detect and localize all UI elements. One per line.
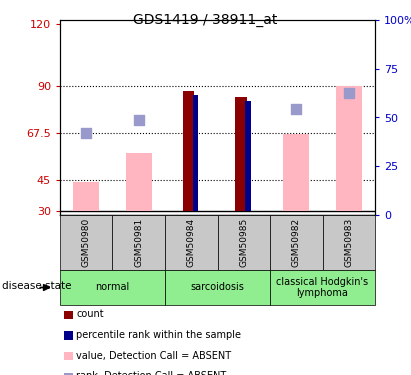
Bar — [236, 97, 247, 211]
Point — [346, 90, 352, 96]
Text: GSM50983: GSM50983 — [344, 218, 353, 267]
Text: sarcoidosis: sarcoidosis — [191, 282, 245, 292]
Bar — [283, 134, 309, 211]
Point — [293, 106, 300, 112]
Bar — [193, 94, 198, 211]
Point — [136, 117, 142, 123]
Text: disease state: disease state — [2, 280, 72, 291]
Text: GSM50982: GSM50982 — [292, 218, 301, 267]
Text: GSM50985: GSM50985 — [239, 218, 248, 267]
Text: GSM50981: GSM50981 — [134, 218, 143, 267]
Text: percentile rank within the sample: percentile rank within the sample — [76, 330, 241, 340]
Text: GDS1419 / 38911_at: GDS1419 / 38911_at — [133, 13, 278, 27]
Text: GSM50980: GSM50980 — [82, 218, 91, 267]
Text: rank, Detection Call = ABSENT: rank, Detection Call = ABSENT — [76, 371, 227, 375]
Point — [83, 130, 90, 136]
Bar — [245, 101, 251, 211]
Bar — [126, 153, 152, 211]
Text: count: count — [76, 309, 104, 320]
Text: GSM50984: GSM50984 — [187, 218, 196, 267]
Bar — [183, 90, 194, 211]
Text: classical Hodgkin's
lymphoma: classical Hodgkin's lymphoma — [277, 277, 369, 298]
Text: value, Detection Call = ABSENT: value, Detection Call = ABSENT — [76, 351, 231, 361]
Text: normal: normal — [95, 282, 129, 292]
Bar — [73, 182, 99, 211]
Bar — [336, 86, 362, 211]
